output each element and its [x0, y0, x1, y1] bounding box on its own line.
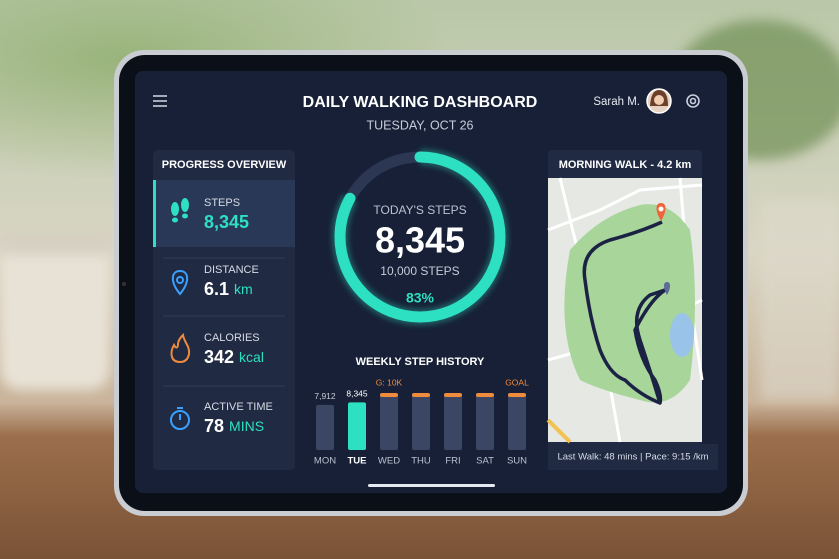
camera	[122, 282, 126, 286]
item-value: 78	[204, 416, 224, 436]
active-time-icon	[170, 407, 190, 430]
ring-percent: 83%	[406, 290, 435, 306]
goal-cap	[380, 393, 398, 397]
ring-progress	[334, 151, 506, 323]
day-label: THU	[411, 456, 431, 467]
item-value-line: 342 kcal	[204, 347, 264, 367]
item-value: 342	[204, 347, 234, 367]
goal-cap	[476, 393, 494, 397]
goal-bar	[412, 393, 430, 450]
bar	[348, 402, 366, 450]
item-value-line: 8,345	[204, 212, 249, 232]
item-value-line: 78 MINS	[204, 416, 264, 436]
ring-steps: 8,345	[375, 220, 465, 261]
item-label: DISTANCE	[204, 264, 259, 276]
day-label: WED	[378, 456, 400, 467]
map-footer	[548, 444, 718, 470]
map-footer-text: Last Walk: 48 mins | Pace: 9:15 /km	[557, 452, 708, 463]
item-value-line: 6.1 km	[204, 279, 253, 299]
goal-bar	[508, 393, 526, 450]
day-label: FRI	[445, 456, 460, 467]
item-unit: kcal	[239, 349, 264, 365]
goal-bar	[380, 393, 398, 450]
goal-label: GOAL	[505, 377, 529, 387]
day-label: SUN	[507, 456, 527, 467]
item-label: ACTIVE TIME	[204, 401, 273, 413]
item-unit: MINS	[229, 418, 264, 434]
ring-label: TODAY'S STEPS	[373, 203, 466, 217]
ring-goal: 10,000 STEPS	[380, 264, 459, 278]
weekly-chart: MON 7,912 TUE 8,345 WED G: 10K THU FRI SAT SUN GOA…	[314, 377, 529, 466]
item-unit: km	[234, 281, 253, 297]
steps-icon	[171, 198, 189, 223]
item-value: 6.1	[204, 279, 229, 299]
item-label: CALORIES	[204, 332, 260, 344]
day-label: TUE	[348, 456, 367, 467]
weekly-title: WEEKLY STEP HISTORY	[356, 356, 485, 368]
bar-label: 8,345	[346, 389, 368, 399]
panel-title: PROGRESS OVERVIEW	[162, 159, 287, 171]
calories-icon	[170, 332, 191, 364]
map-title: MORNING WALK - 4.2 km	[559, 159, 692, 171]
selected-indicator	[153, 180, 156, 247]
item-label: STEPS	[204, 197, 240, 209]
bar	[316, 404, 334, 450]
goal-label: G: 10K	[376, 377, 403, 387]
distance-icon	[171, 269, 189, 296]
goal-cap	[508, 393, 526, 397]
goal-cap	[412, 393, 430, 397]
map[interactable]	[546, 177, 704, 444]
settings-icon[interactable]	[686, 94, 700, 108]
day-label: MON	[314, 456, 336, 467]
goal-bar	[444, 393, 462, 450]
menu-icon[interactable]	[153, 95, 167, 107]
item-value: 8,345	[204, 212, 249, 232]
page-title: DAILY WALKING DASHBOARD	[303, 94, 538, 111]
goal-cap	[444, 393, 462, 397]
home-indicator[interactable]	[368, 484, 495, 487]
day-label: SAT	[476, 456, 494, 467]
avatar[interactable]	[646, 88, 672, 114]
progress-items: STEPS 8,345 DISTANCE 6.1 km CALORIES 342 kcal AC…	[204, 197, 273, 436]
goal-bar	[476, 393, 494, 450]
bar-label: 7,912	[314, 391, 336, 401]
user-name[interactable]: Sarah M.	[593, 96, 640, 108]
date: TUESDAY, OCT 26	[367, 118, 474, 132]
